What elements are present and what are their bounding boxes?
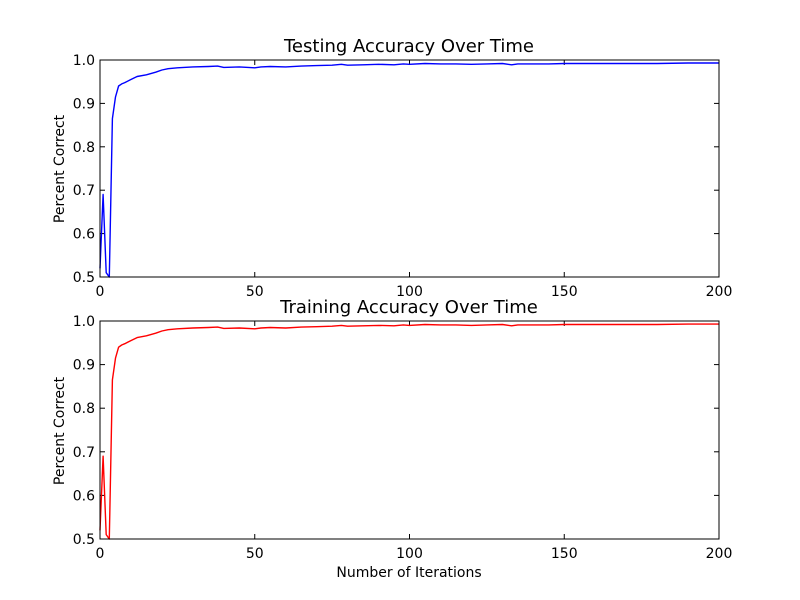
plot-frame [99,320,720,540]
x-tick-label: 50 [246,546,264,562]
y-tick-label: 1.0 [73,53,95,69]
tick-group: 0 50 100 150 200 0.5 0.6 0.7 0.8 0.9 1.0 [73,53,733,300]
y-tick-label: 0.6 [73,227,95,243]
y-axis-label: Percent Correct [52,114,68,223]
y-tick-label: 0.7 [73,445,95,461]
x-tick-label: 150 [551,546,578,562]
series-line [99,62,719,278]
y-tick-label: 0.5 [73,532,95,548]
testing-accuracy-chart: Testing Accuracy Over Time Percent Corre… [52,36,732,300]
tick-group: 0 50 100 150 200 0.5 0.6 0.7 0.8 0.9 1.0 [73,314,733,562]
x-axis-label: Number of Iterations [336,565,481,581]
x-tick-label: 100 [396,546,423,562]
x-tick-label: 200 [706,284,733,300]
chart-title: Testing Accuracy Over Time [283,36,534,57]
y-tick-label: 0.6 [73,488,95,504]
x-tick-label: 0 [96,284,105,300]
y-tick-label: 0.9 [73,96,95,112]
y-axis-label: Percent Correct [52,376,68,485]
y-tick-label: 0.8 [73,401,95,417]
x-tick-label: 100 [396,284,423,300]
x-tick-label: 50 [246,284,264,300]
series-line [99,323,719,540]
x-tick-label: 200 [706,546,733,562]
series-group [99,323,719,540]
chart-title: Training Accuracy Over Time [279,297,538,318]
series-group [99,62,719,278]
y-tick-label: 0.8 [73,140,95,156]
x-tick-label: 150 [551,284,578,300]
y-tick-label: 0.5 [73,270,95,286]
plot-frame [99,59,720,278]
x-tick-label: 0 [96,546,105,562]
y-tick-label: 0.9 [73,358,95,374]
y-tick-label: 1.0 [73,314,95,330]
y-tick-label: 0.7 [73,183,95,199]
training-accuracy-chart: Training Accuracy Over Time Percent Corr… [52,297,732,581]
